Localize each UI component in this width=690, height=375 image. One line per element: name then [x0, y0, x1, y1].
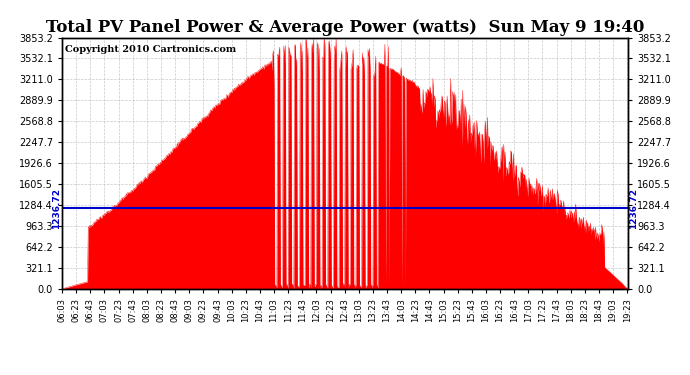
Text: 1236.72: 1236.72 — [52, 188, 61, 229]
Text: 1236.72: 1236.72 — [629, 188, 638, 229]
Text: Copyright 2010 Cartronics.com: Copyright 2010 Cartronics.com — [65, 45, 236, 54]
Title: Total PV Panel Power & Average Power (watts)  Sun May 9 19:40: Total PV Panel Power & Average Power (wa… — [46, 19, 644, 36]
